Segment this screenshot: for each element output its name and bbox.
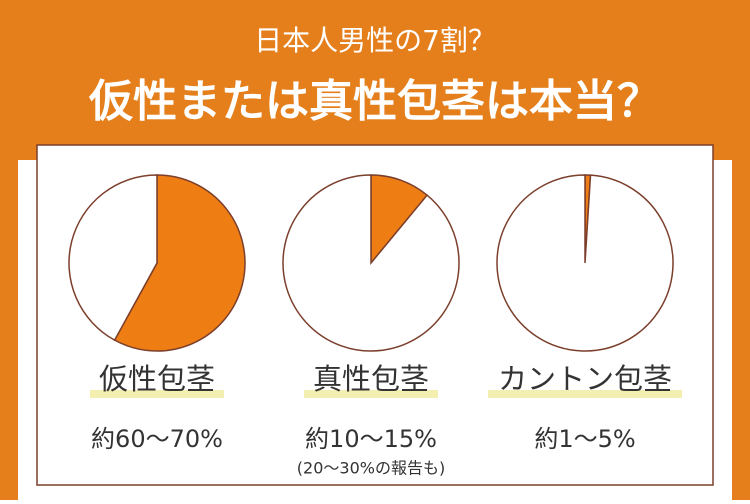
pie-label: 約60～70% [91, 425, 223, 453]
title: 仮性または真性包茎は本当？ [88, 76, 661, 127]
pie-title: 真性包茎 [313, 362, 429, 396]
pie-slice [68, 174, 158, 342]
pie-title: カントン包茎 [498, 362, 672, 396]
pie-title: 仮性包茎 [99, 362, 215, 396]
pie-slice [496, 174, 674, 352]
pie-label: 約10～15% [305, 425, 437, 453]
pie-label: 約1～5% [534, 425, 635, 453]
pie-slice [113, 174, 246, 352]
highlight [488, 390, 682, 398]
subtitle: 日本人男性の7割？ [254, 24, 496, 57]
pie-note: (20～30%の報告も) [297, 459, 445, 478]
pie-slice [282, 174, 460, 352]
highlight [304, 390, 438, 398]
highlight [90, 390, 224, 398]
